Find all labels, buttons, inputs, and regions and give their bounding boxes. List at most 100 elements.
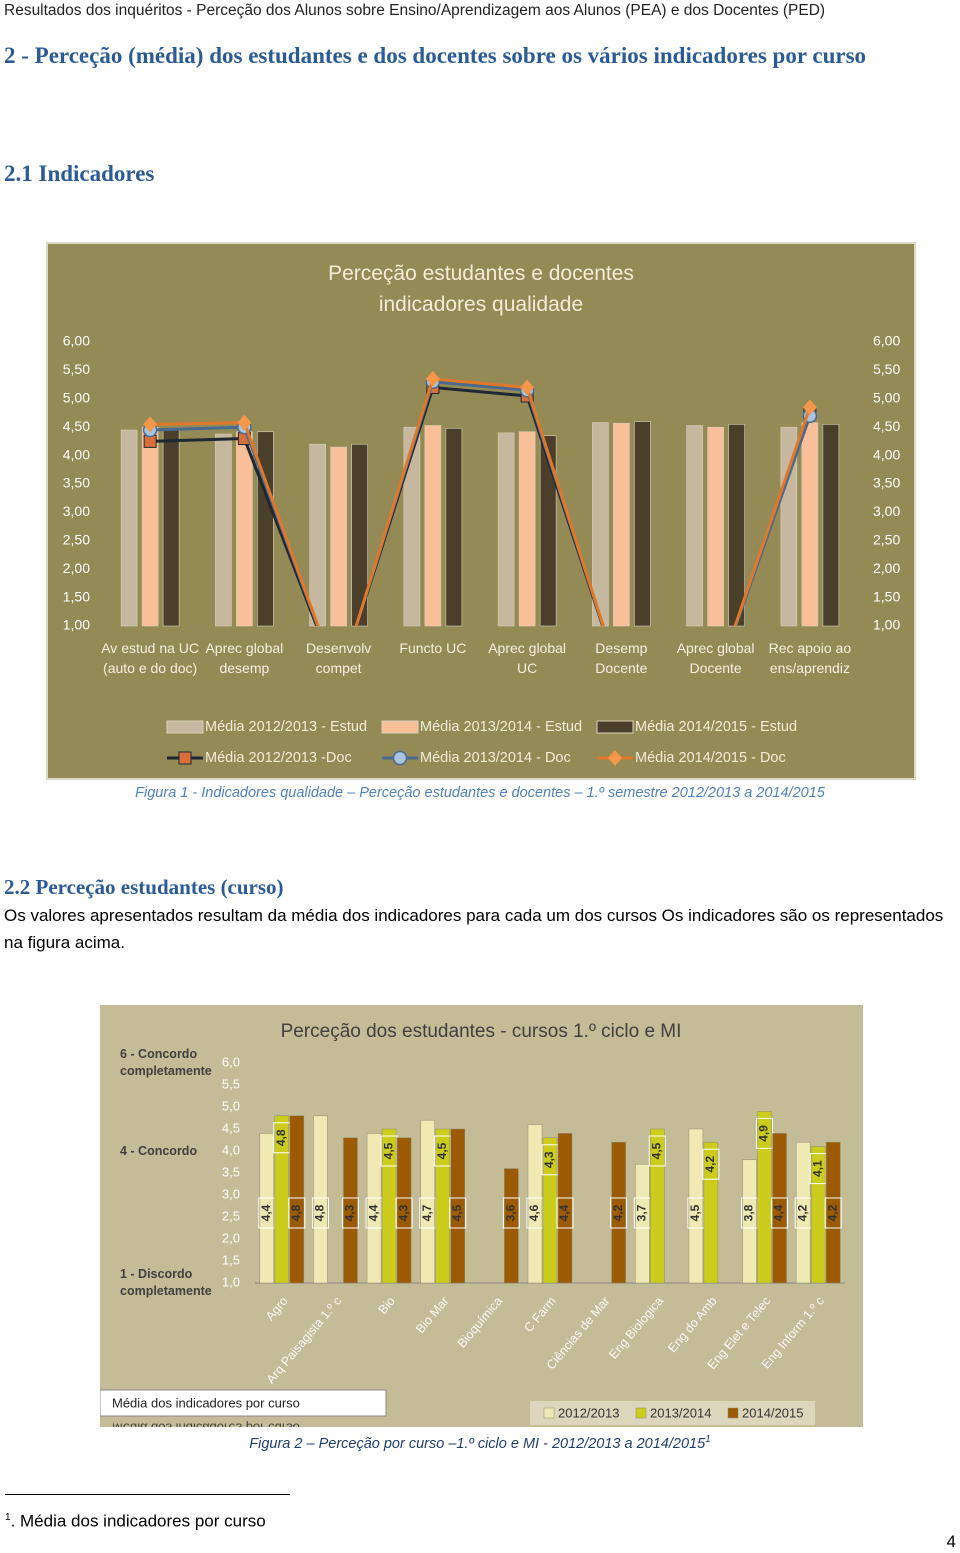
legend-label: 2012/2013 — [558, 1405, 619, 1420]
bar — [801, 422, 819, 627]
value-label: 4,3 — [542, 1151, 556, 1168]
marker — [425, 370, 440, 387]
value-label: 4,4 — [772, 1204, 786, 1221]
y2-tick-label: 1,50 — [873, 588, 900, 604]
y-tick-label: 3,50 — [63, 475, 90, 491]
marker — [332, 676, 345, 689]
value-label: 4,8 — [313, 1204, 327, 1221]
figure-caption: Figura 2 – Perceção por curso –1.º ciclo… — [0, 1430, 960, 1454]
chart-title: Perceção estudantes e docentes indicador… — [328, 262, 634, 316]
x-tick-label: Bio — [376, 1294, 398, 1317]
y2-tick-label: 3,00 — [873, 503, 900, 519]
x-tick-label: Desenvolv compet — [305, 640, 372, 676]
y2-tick-label: 2,50 — [873, 532, 900, 548]
bar — [396, 1137, 412, 1284]
bar — [403, 426, 421, 627]
marker — [802, 399, 817, 416]
value-label: 4,2 — [825, 1204, 839, 1221]
bar — [822, 424, 840, 627]
label-box — [100, 1389, 387, 1417]
y-tick-label: 6,0 — [222, 1054, 240, 1069]
bar — [707, 426, 724, 627]
value-label: 3,6 — [504, 1204, 518, 1221]
bar — [539, 435, 557, 627]
x-tick-label: Desemp Docente — [595, 640, 648, 676]
y-tick-label: 2,00 — [63, 560, 90, 576]
legend-label: Média 2012/2013 -Doc — [205, 750, 352, 766]
bar — [592, 422, 609, 627]
value-label-box — [771, 1197, 789, 1229]
x-tick-label: Aprec global UC — [488, 640, 567, 676]
bar — [728, 424, 745, 627]
bar — [527, 1124, 543, 1284]
y-tick-label: 2,0 — [222, 1230, 240, 1245]
value-label: 3,7 — [634, 1204, 648, 1221]
value-label-box — [702, 1148, 720, 1180]
x-tick-label: Functo UC — [399, 640, 467, 656]
value-label: 4,3 — [396, 1204, 410, 1221]
value-label: 4,2 — [611, 1204, 625, 1221]
bar — [259, 1133, 275, 1284]
page-number: 4 — [946, 1532, 956, 1551]
legend-swatch — [596, 720, 634, 734]
x-tick-label: Eng do Amb — [665, 1294, 720, 1355]
marker — [392, 750, 408, 766]
x-tick-label: C Farm — [521, 1294, 559, 1335]
bar — [450, 1128, 465, 1284]
legend-swatch — [381, 720, 419, 734]
y-tick-label: 2,5 — [222, 1208, 240, 1223]
footnote-rule — [5, 1494, 290, 1495]
value-label: 4,8 — [289, 1204, 303, 1221]
subsection-title: 2.2 Perceção estudantes (curso) — [4, 875, 284, 899]
value-label: 4,5 — [381, 1142, 395, 1159]
bar — [703, 1141, 719, 1284]
value-label: 3,8 — [742, 1204, 756, 1221]
marker — [143, 416, 158, 433]
x-tick-label: Agro — [263, 1294, 291, 1323]
marker — [520, 379, 535, 396]
value-label: 4,5 — [435, 1142, 449, 1159]
value-label-box — [341, 1197, 359, 1229]
value-label: 4,9 — [757, 1125, 771, 1142]
value-label: 4,4 — [259, 1204, 273, 1221]
y-tick-label: 6,00 — [63, 333, 90, 349]
value-label: 4,2 — [703, 1156, 717, 1173]
footnote: 1. Média dos indicadores por curso — [5, 1507, 266, 1533]
y2-tick-label: 5,00 — [873, 390, 900, 406]
x-tick-label: Rec apoio ao ens/aprendiz — [768, 640, 852, 676]
bar — [795, 1141, 811, 1284]
figure-caption: Figura 1 - Indicadores qualidade – Perce… — [135, 785, 825, 801]
legend-swatch — [727, 1407, 739, 1419]
y-tick-label: 3,00 — [63, 503, 90, 519]
x-tick-label: Aprec global desemp — [205, 640, 284, 676]
marker — [608, 750, 622, 766]
y-tick-label: 3,0 — [222, 1186, 240, 1201]
legend-swatch — [635, 1407, 647, 1419]
legend-label: Média 2013/2014 - Doc — [420, 750, 571, 766]
chart-canvas: 1,00 1,50 2,00 2,50 3,00 3,50 4,00 4,50 5,00 5,50… — [63, 333, 900, 766]
y-tick-label: 4,0 — [222, 1142, 240, 1157]
bar — [497, 432, 515, 627]
value-label: 4,4 — [366, 1204, 380, 1221]
y2-tick-label: 4,50 — [873, 418, 900, 434]
y-tick-label: 5,00 — [63, 390, 90, 406]
annotation: 4 - Concordo — [120, 1143, 198, 1158]
bar — [634, 421, 651, 627]
bar — [141, 426, 159, 627]
value-label: 4,5 — [649, 1142, 663, 1159]
y-tick-label: 1,00 — [63, 617, 90, 633]
bar — [215, 433, 232, 627]
y2-tick-label: 1,00 — [873, 617, 900, 633]
footnote-mark: 1 — [5, 1512, 11, 1523]
paragraph: Os valores apresentados resultam da médi… — [4, 906, 944, 952]
y2-tick-label: 6,00 — [873, 333, 900, 349]
y-tick-label: 4,5 — [222, 1120, 240, 1135]
bar — [289, 1115, 305, 1284]
bar — [120, 429, 138, 627]
marker — [710, 677, 722, 689]
bar — [445, 428, 463, 627]
y-tick-label: 3,5 — [222, 1164, 240, 1179]
value-label-box — [288, 1197, 306, 1229]
y-tick-label: 4,50 — [63, 418, 90, 434]
bar — [351, 443, 368, 627]
